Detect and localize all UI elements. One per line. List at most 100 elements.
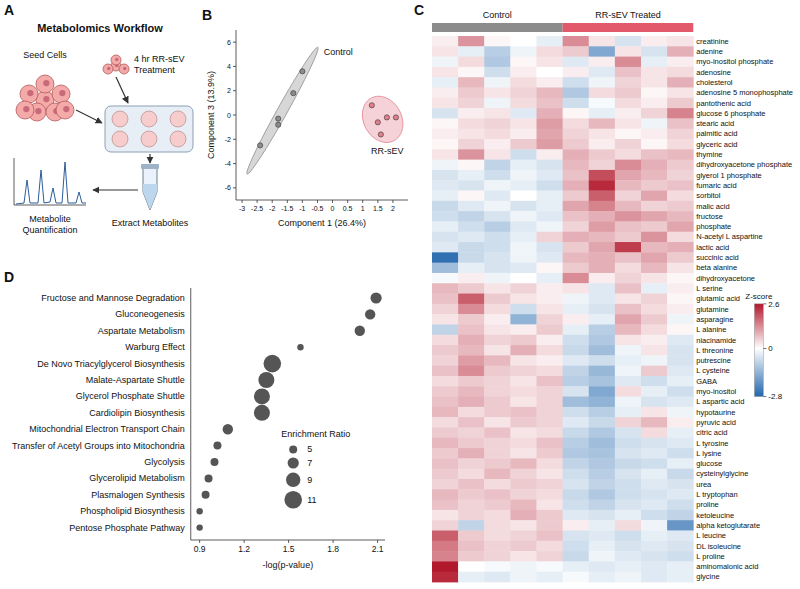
heatmap-cell — [458, 108, 485, 119]
tube — [141, 164, 159, 210]
heatmap-cell — [432, 551, 459, 562]
heatmap-cell — [641, 561, 668, 572]
heatmap-cell — [432, 438, 459, 449]
heatmap-cell — [589, 438, 616, 449]
heatmap-cell — [432, 500, 459, 511]
heatmap-cell — [563, 345, 590, 356]
text-line: Metabolite — [29, 214, 71, 224]
row-label: GABA — [696, 377, 717, 386]
heatmap-cell — [615, 417, 642, 428]
heatmap-cell — [510, 263, 537, 274]
figure: AMetabolomics WorkflowSeed Cells4 hr RR-… — [0, 0, 800, 589]
colorbar-tick-label: -2.8 — [768, 392, 782, 401]
heatmap-cell — [484, 98, 511, 109]
heatmap-cell — [615, 345, 642, 356]
heatmap-cell — [667, 561, 694, 572]
heatmap-cell — [615, 551, 642, 562]
chromatogram-trace — [16, 162, 86, 204]
heatmap-cell — [458, 46, 485, 57]
heatmap-cell — [563, 479, 590, 490]
heatmap-cell — [641, 448, 668, 459]
heatmap-cell — [641, 530, 668, 541]
heatmap-cell — [432, 36, 459, 47]
heatmap-cell — [589, 530, 616, 541]
category-label: Aspartate Metabolism — [98, 326, 185, 336]
heatmap-cell — [589, 129, 616, 140]
heatmap-cell — [641, 386, 668, 397]
heatmap-cell — [667, 520, 694, 531]
heatmap-cell — [563, 448, 590, 459]
heatmap-cell — [432, 273, 459, 284]
heatmap-cell — [537, 355, 564, 366]
heatmap-cell — [458, 201, 485, 212]
heatmap-cell — [589, 335, 616, 346]
y-tick — [233, 187, 236, 188]
heatmap-cell — [563, 67, 590, 78]
heatmap-cell — [589, 160, 616, 171]
y-tick — [233, 90, 236, 91]
heatmap-cell — [667, 294, 694, 305]
step-label: Extract Metabolites — [112, 218, 189, 228]
heatmap-cell — [432, 283, 459, 294]
heatmap-cell — [589, 149, 616, 160]
category-label: Glycerolipid Metabolism — [89, 473, 185, 483]
heatmap-cell — [563, 386, 590, 397]
cell — [103, 64, 113, 74]
heatmap-cell — [589, 294, 616, 305]
point — [375, 120, 380, 125]
heatmap-cell — [563, 211, 590, 222]
heatmap-cell — [667, 139, 694, 150]
heatmap-cell — [641, 541, 668, 552]
panel-title: Metabolomics Workflow — [37, 22, 163, 34]
row-label: stearic acid — [696, 119, 734, 128]
x-axis-title: -log(p-value) — [263, 560, 314, 570]
heatmap-cell — [458, 386, 485, 397]
heatmap-cell — [537, 572, 564, 583]
cell-nucleus — [27, 90, 33, 96]
heatmap-cell — [667, 335, 694, 346]
heatmap-cell — [641, 304, 668, 315]
heatmap-cell — [458, 191, 485, 202]
heatmap-cell — [589, 139, 616, 150]
heatmap-cell — [641, 77, 668, 88]
heatmap-cell — [458, 427, 485, 438]
heatmap-cell — [537, 108, 564, 119]
heatmap-cell — [432, 252, 459, 263]
x-tick — [392, 200, 393, 203]
row-label: adenosine — [696, 68, 731, 77]
heatmap-cell — [537, 57, 564, 68]
plot-area — [247, 47, 403, 174]
heatmap-cell — [458, 67, 485, 78]
row-label: glutamine — [696, 305, 729, 314]
heatmap-cell — [537, 180, 564, 191]
text-line: Extract Metabolites — [112, 218, 189, 228]
heatmap-cell — [432, 139, 459, 150]
y-tick-label: 2 — [227, 87, 231, 94]
heatmap-cell — [667, 541, 694, 552]
heatmap-cell — [641, 98, 668, 109]
heatmap-cell — [458, 469, 485, 480]
heatmap-cell — [484, 108, 511, 119]
heatmap-cell — [510, 283, 537, 294]
heatmap-cell — [510, 36, 537, 47]
heatmap-cell — [484, 335, 511, 346]
tube-body — [143, 168, 157, 210]
heatmap-cell — [563, 458, 590, 469]
heatmap-cell — [458, 170, 485, 181]
row-label: fumaric acid — [696, 181, 736, 190]
row-label: niacinamide — [696, 336, 736, 345]
heatmap-cell — [563, 407, 590, 418]
heatmap-cell — [510, 479, 537, 490]
heatmap-cell — [563, 314, 590, 325]
heatmap-cell — [537, 561, 564, 572]
heatmap-cell — [510, 572, 537, 583]
category-label: Mitochondrial Electron Transport Chain — [29, 424, 185, 434]
heatmap-cell — [458, 180, 485, 191]
heatmap-cell — [615, 520, 642, 531]
category-label: Phospholipid Biosynthesis — [80, 506, 185, 516]
heatmap-cell — [667, 263, 694, 274]
heatmap-cell — [484, 314, 511, 325]
heatmap-cell — [510, 211, 537, 222]
bubble — [196, 524, 202, 530]
category-label: Malate-Aspartate Shuttle — [86, 375, 185, 385]
